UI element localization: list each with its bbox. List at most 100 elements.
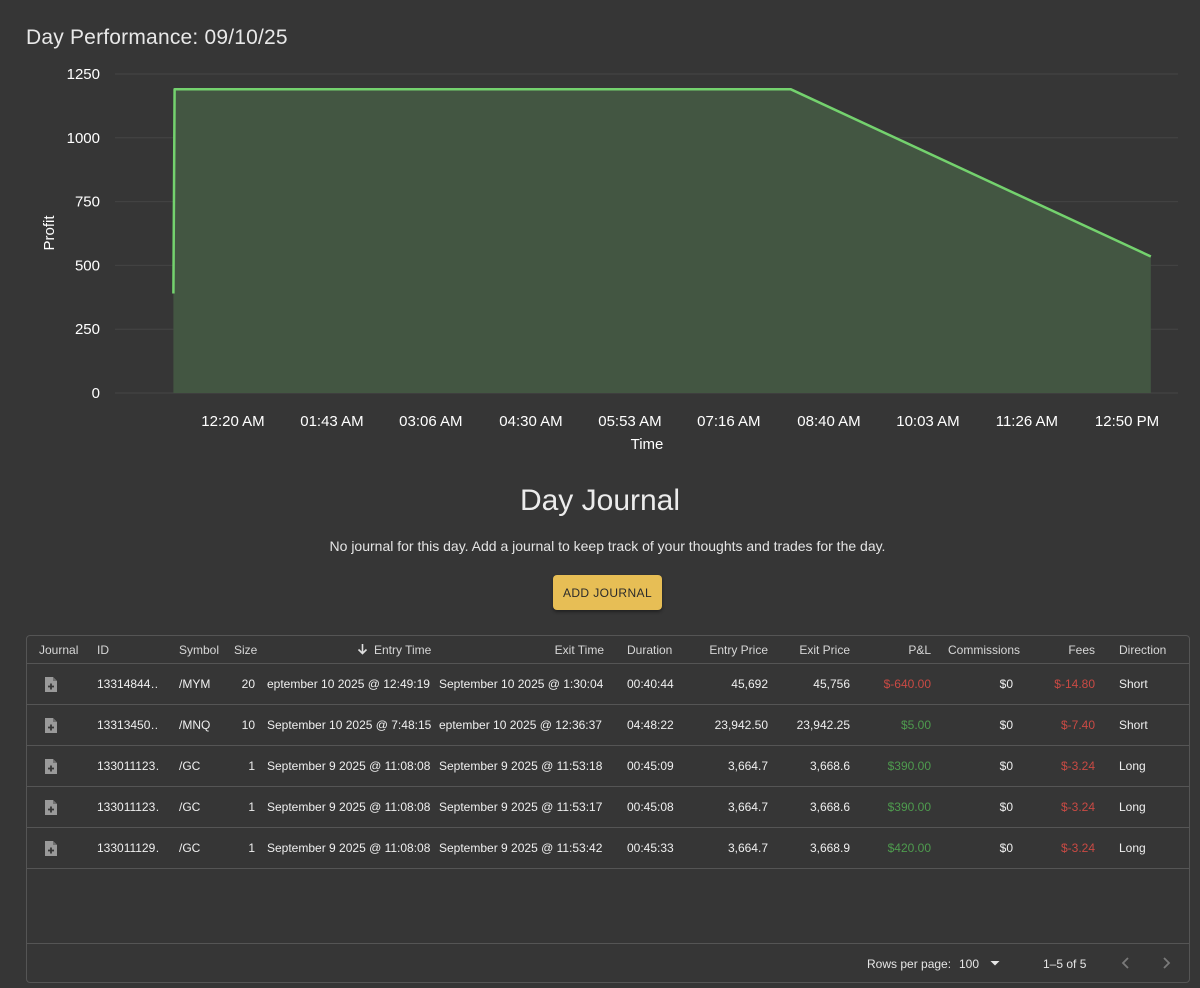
add-document-icon[interactable] [44, 758, 58, 780]
y-tick-label: 1250 [67, 66, 100, 83]
x-tick-label: 07:16 AM [697, 413, 760, 430]
col-header-direction[interactable]: Direction [1119, 643, 1167, 657]
col-header-id[interactable]: ID [97, 643, 109, 657]
cell-commissions: $0 [999, 718, 1013, 732]
cell-commissions: $0 [999, 800, 1013, 814]
cell-symbol: /GC [179, 759, 201, 773]
journal-empty-message: No journal for this day. Add a journal t… [329, 538, 886, 554]
add-document-icon[interactable] [44, 676, 58, 698]
arrow-down-icon[interactable] [357, 637, 368, 665]
cell-size: 1 [248, 759, 255, 773]
col-header-entry-time-label: Entry Time [374, 643, 432, 657]
cell-id: 13313450… [97, 718, 159, 732]
trades-table: Journal ID Symbol Size Entry Time Exit T… [26, 635, 1190, 983]
col-header-exit-time[interactable]: Exit Time [554, 643, 604, 657]
rows-per-page-select[interactable]: 100 [959, 957, 980, 971]
cell-direction: Short [1119, 677, 1148, 691]
col-header-size[interactable]: Size [234, 643, 258, 657]
x-tick-label: 12:20 AM [201, 413, 264, 430]
col-header-journal[interactable]: Journal [39, 643, 79, 657]
col-header-symbol[interactable]: Symbol [179, 643, 220, 657]
cell-exit-time: September 9 2025 @ 11:53:17 pm [439, 800, 604, 814]
x-tick-label: 01:43 AM [300, 413, 363, 430]
col-header-fees[interactable]: Fees [1068, 643, 1095, 657]
cell-size: 20 [241, 677, 255, 691]
cell-pnl: $-640.00 [883, 677, 931, 691]
caret-down-icon[interactable] [988, 956, 1002, 975]
cell-entry-time: September 10 2025 @ 7:48:15 am [267, 718, 432, 732]
cell-duration: 00:45:09 [627, 759, 674, 773]
cell-entry-price: 23,942.50 [714, 718, 768, 732]
cell-exit-price: 45,756 [813, 677, 850, 691]
table-row[interactable]: 133011123… /GC 1 September 9 2025 @ 11:08:0… [27, 787, 1189, 828]
add-document-icon[interactable] [44, 799, 58, 821]
cell-duration: 00:45:33 [627, 841, 674, 855]
cell-size: 1 [248, 800, 255, 814]
chevron-right-icon[interactable] [1158, 955, 1174, 976]
cell-fees: $-14.80 [1054, 677, 1095, 691]
cell-exit-price: 3,668.6 [809, 759, 850, 773]
col-header-entry-price[interactable]: Entry Price [709, 643, 768, 657]
add-journal-button[interactable]: ADD JOURNAL [553, 575, 662, 610]
cell-entry-price: 45,692 [731, 677, 768, 691]
cell-exit-price: 3,668.6 [809, 800, 850, 814]
cell-fees: $-3.24 [1060, 800, 1095, 814]
x-tick-label: 03:06 AM [399, 413, 462, 430]
table-row[interactable]: 13313450… /MNQ 10 September 10 2025 @ 7:48:… [27, 705, 1189, 746]
cell-id: 133011123… [97, 800, 159, 814]
cell-id: 13314844… [97, 677, 159, 691]
cell-entry-time: September 9 2025 @ 11:08:08 pm [267, 759, 432, 773]
page-range-text: 1–5 of 5 [1043, 957, 1087, 971]
table-pagination: Rows per page: 100 1–5 of 5 [27, 943, 1189, 983]
cell-duration: 00:45:08 [627, 800, 674, 814]
cell-direction: Long [1119, 841, 1146, 855]
cell-entry-price: 3,664.7 [727, 759, 768, 773]
col-header-commissions[interactable]: Commissions [948, 643, 1021, 657]
y-tick-label: 750 [75, 194, 100, 211]
x-tick-label: 12:50 PM [1095, 413, 1159, 430]
col-header-duration[interactable]: Duration [627, 643, 673, 657]
cell-id: 133011129… [97, 841, 159, 855]
add-document-icon[interactable] [44, 840, 58, 862]
table-row[interactable]: 133011129… /GC 1 September 9 2025 @ 11:08:0… [27, 828, 1189, 869]
cell-symbol: /MNQ [179, 718, 211, 732]
profit-chart: 0 250 500 750 1000 1250 12:20 AM 01:43 AM 03:06 … [41, 66, 1178, 453]
cell-commissions: $0 [999, 677, 1013, 691]
cell-exit-time: September 10 2025 @ 1:30:04 pm [439, 677, 604, 691]
profit-line [172, 88, 1152, 294]
cell-fees: $-7.40 [1060, 718, 1095, 732]
cell-direction: Long [1119, 759, 1146, 773]
add-document-icon[interactable] [44, 717, 58, 739]
cell-exit-time: September 9 2025 @ 11:53:42 pm [439, 841, 604, 855]
y-tick-label: 250 [75, 321, 100, 338]
cell-pnl: $390.00 [887, 759, 931, 773]
cell-size: 10 [241, 718, 255, 732]
table-row[interactable]: 13314844… /MYM 20 eptember 10 2025 @ 12:49:… [27, 664, 1189, 705]
cell-exit-price: 3,668.9 [809, 841, 850, 855]
chevron-left-icon[interactable] [1118, 955, 1134, 976]
cell-entry-time: September 9 2025 @ 11:08:08 pm [267, 800, 432, 814]
cell-entry-price: 3,664.7 [727, 841, 768, 855]
x-tick-label: 04:30 AM [499, 413, 562, 430]
col-header-pnl[interactable]: P&L [908, 643, 931, 657]
cell-pnl: $390.00 [887, 800, 931, 814]
cell-exit-price: 23,942.25 [796, 718, 850, 732]
table-row[interactable]: 133011123… /GC 1 September 9 2025 @ 11:08:0… [27, 746, 1189, 787]
cell-commissions: $0 [999, 759, 1013, 773]
cell-exit-time: eptember 10 2025 @ 12:36:37 pm [439, 718, 604, 732]
col-header-exit-price[interactable]: Exit Price [799, 643, 850, 657]
cell-duration: 00:40:44 [627, 677, 674, 691]
cell-entry-time: September 9 2025 @ 11:08:08 pm [267, 841, 432, 855]
cell-exit-time: September 9 2025 @ 11:53:18 pm [439, 759, 604, 773]
profit-area [173, 89, 1151, 393]
cell-fees: $-3.24 [1060, 759, 1095, 773]
col-header-entry-time[interactable]: Entry Time [357, 636, 431, 664]
cell-size: 1 [248, 841, 255, 855]
x-axis-label: Time [631, 436, 664, 453]
y-tick-label: 500 [75, 257, 100, 274]
table-header: Journal ID Symbol Size Entry Time Exit T… [27, 636, 1189, 664]
cell-symbol: /MYM [179, 677, 211, 691]
cell-direction: Short [1119, 718, 1148, 732]
x-tick-label: 08:40 AM [797, 413, 860, 430]
cell-pnl: $420.00 [887, 841, 931, 855]
